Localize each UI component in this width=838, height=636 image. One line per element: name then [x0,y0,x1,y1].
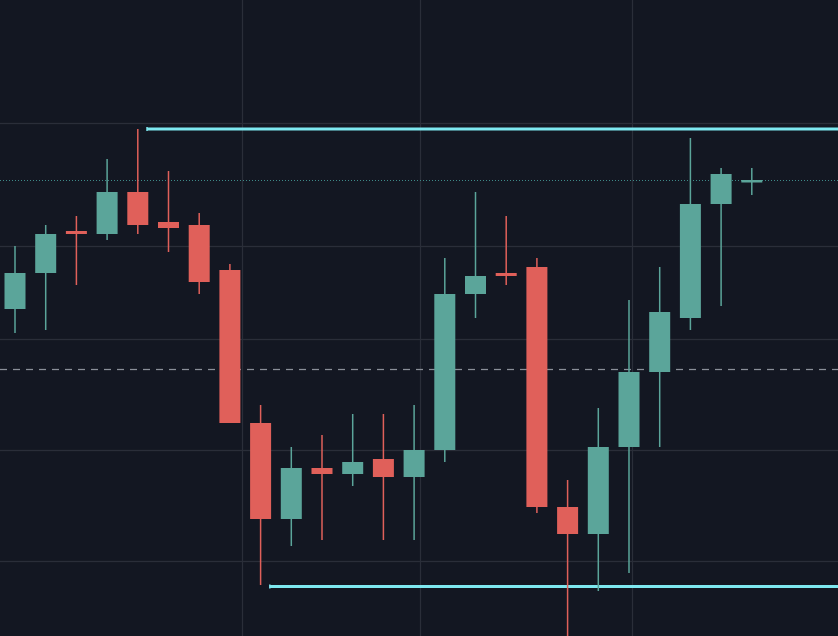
candle-body [35,234,57,273]
candle-body [679,204,701,318]
candle-body [219,270,241,423]
candle-body [526,267,548,507]
candle-body [4,273,26,309]
bearish-candle[interactable] [188,213,210,294]
bearish-candle[interactable] [311,435,333,540]
bearish-candle[interactable] [127,129,149,234]
candle-body [495,273,517,276]
candle-body [342,462,364,474]
candle-body [710,174,732,204]
candle-body [587,447,609,534]
candle-body [372,459,394,477]
candles-layer [4,129,763,636]
candle-body [465,276,486,294]
candle-body [127,192,149,225]
candle-body [65,231,87,234]
candle-body [618,372,640,447]
candle-body [96,192,118,234]
candle-body [403,450,425,477]
bullish-candle[interactable] [465,192,486,318]
bearish-candle[interactable] [250,405,272,585]
candle-body [280,468,302,519]
bullish-candle[interactable] [741,168,763,195]
bearish-candle[interactable] [495,216,517,285]
bullish-candle[interactable] [96,159,118,240]
bullish-candle[interactable] [280,447,302,546]
level-layer [146,127,838,589]
candle-body [649,312,671,372]
dashed-level-layer [0,180,838,371]
candle-body [250,423,272,519]
bullish-candle[interactable] [618,300,640,573]
bearish-candle[interactable] [372,414,394,540]
candle-body [741,180,763,183]
candle-body [434,294,456,450]
bullish-candle[interactable] [679,138,701,330]
bullish-candle[interactable] [649,267,671,447]
bearish-candle[interactable] [557,480,579,636]
candle-body [188,225,210,282]
bearish-candle[interactable] [526,258,548,513]
bullish-candle[interactable] [434,258,456,462]
candle-body [158,222,179,228]
bullish-candle[interactable] [342,414,364,486]
bearish-candle[interactable] [219,264,241,423]
bullish-candle[interactable] [710,168,732,306]
bullish-candle[interactable] [403,405,425,540]
bearish-candle[interactable] [158,171,179,252]
bullish-candle[interactable] [35,225,57,330]
bearish-candle[interactable] [65,216,87,285]
candle-body [557,507,579,534]
bullish-candle[interactable] [587,408,609,591]
candle-body [311,468,333,474]
bullish-candle[interactable] [4,246,26,333]
